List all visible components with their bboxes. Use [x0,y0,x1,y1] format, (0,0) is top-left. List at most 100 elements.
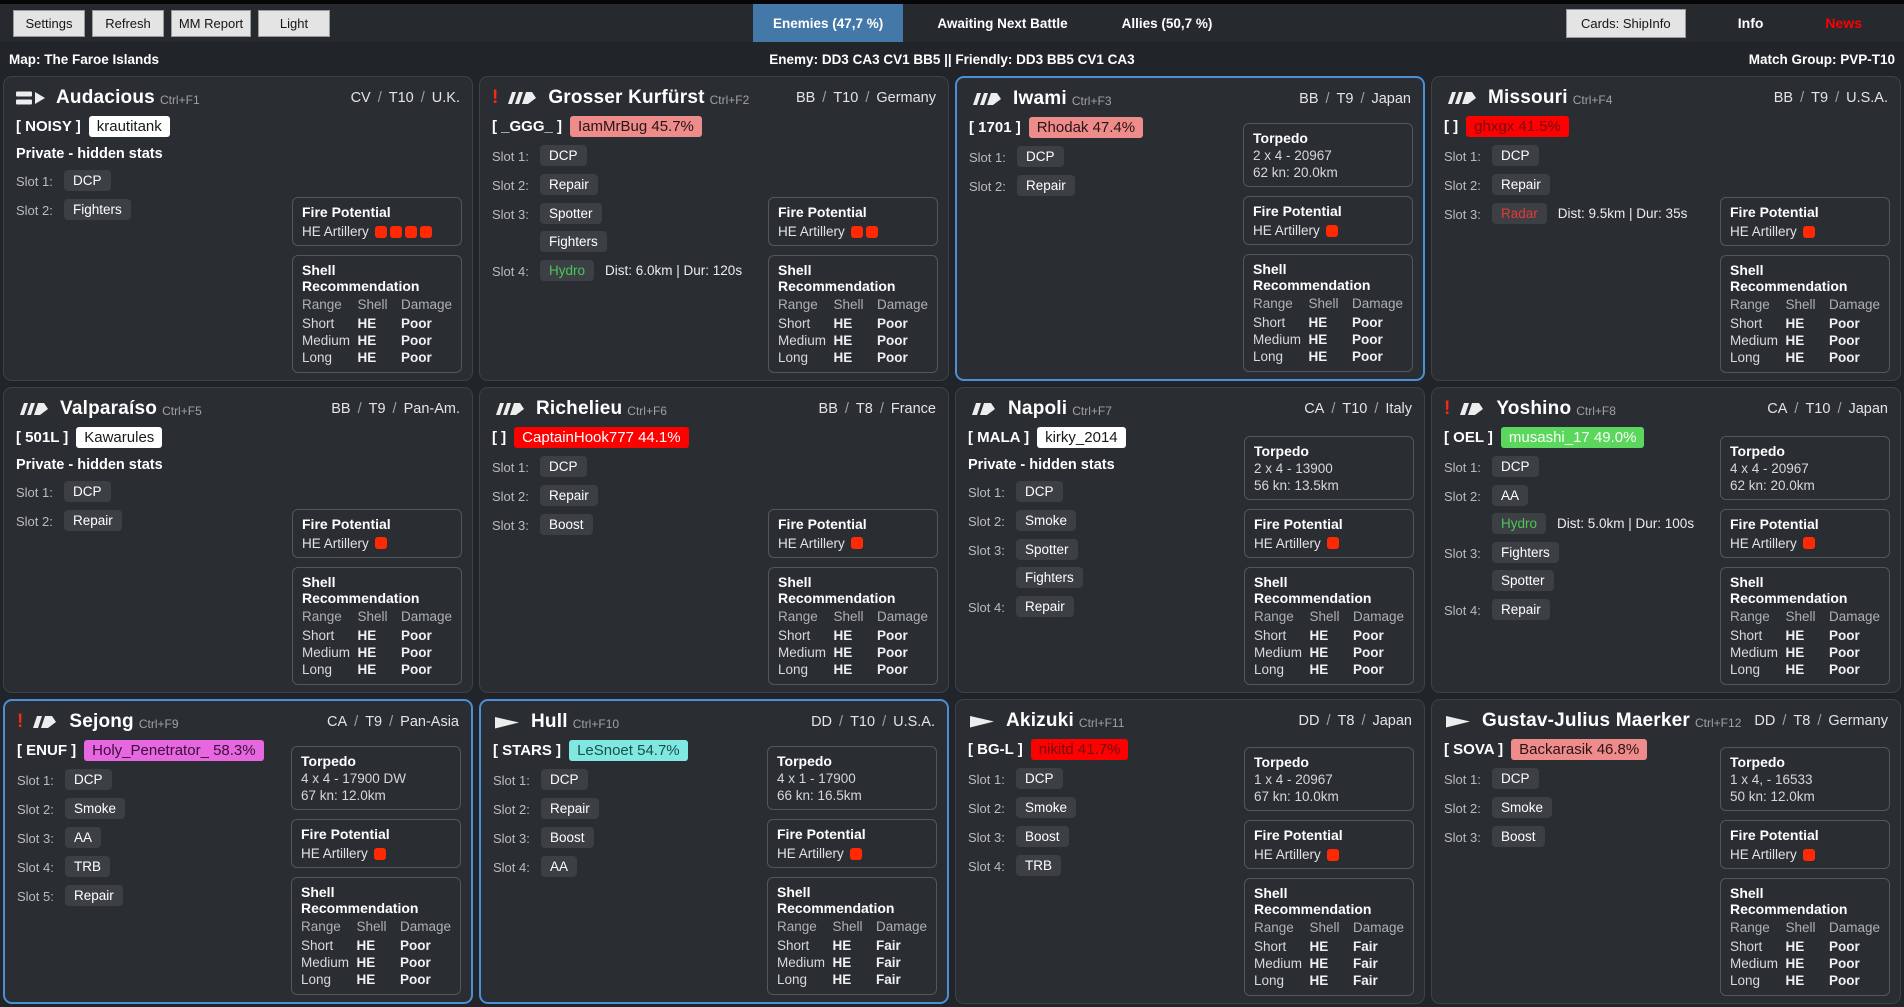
card-header: Richelieu Ctrl+F6 BB / T8 / France [492,398,936,420]
stats-column: Fire Potential HE Artillery Shell Recomm… [292,508,462,685]
player-name[interactable]: nikitd 41.7% [1030,738,1129,760]
slot-label: Slot 1: [1444,149,1481,164]
shell-recommendation-title: Shell Recommendation [301,884,419,916]
player-name[interactable]: LeSnoet 54.7% [569,739,688,761]
clan-tag: [ ENUF ] [17,741,77,759]
ship-card-audacious[interactable]: Audacious Ctrl+F1 CV / T10 / U.K. [ NOIS… [3,76,473,382]
news-link[interactable]: News [1825,15,1862,31]
fire-potential-title: Fire Potential [1730,515,1819,532]
fire-square [374,225,387,238]
separator: / [1326,712,1331,729]
ship-card-hull[interactable]: Hull Ctrl+F10 DD / T10 / U.S.A. [ STARS … [479,698,949,1004]
slot-row: Slot 3: Boost [1444,825,1734,847]
slot-row: Slot 2: Smoke [968,796,1258,818]
fire-potential-title: Fire Potential [778,515,867,532]
shell-table: Range Shell Damage Short HE Poor Medium HE P… [1254,609,1404,678]
shell-row: Short HE Poor [302,627,432,643]
ship-card-sejong[interactable]: ! Sejong Ctrl+F9 CA / T9 / Pan-Asia [ EN… [3,698,473,1004]
shell-recommendation-panel: Shell Recommendation Range Shell Damage … [1720,878,1890,996]
shell-row: Short HE Poor [1253,315,1383,331]
card-header: ! Grosser Kurfürst Ctrl+F2 BB / T10 / Ge… [492,87,936,109]
card-header: Hull Ctrl+F10 DD / T10 / U.S.A. [493,711,935,733]
player-row: [ ENUF ] Holy_Penetrator_ 58.3% [17,739,459,761]
stats-column: Fire Potential HE Artillery Shell Recomm… [292,197,462,374]
separator: / [839,713,844,730]
player-name[interactable]: musashi_17 49.0% [1500,427,1645,449]
fire-potential-panel: Fire Potential HE Artillery [768,508,938,558]
slot-label: Slot 4: [968,600,1005,616]
slot-label: Slot 2: [1444,178,1481,193]
tab-allies[interactable]: Allies (50,7 %) [1121,15,1213,31]
player-name[interactable]: kirky_2014 [1037,427,1126,449]
shell-header-shell: Shell [357,297,388,313]
consumable-chip: Repair [65,884,123,906]
shell-row: Medium HE Poor [302,333,432,349]
slot-row: Slot 2: AA Hydro Dist: 5.0km | Dur: 100s [1444,485,1734,535]
player-name[interactable]: Holy_Penetrator_ 58.3% [84,739,264,761]
mm-report-button[interactable]: MM Report [171,9,251,37]
slot-label: Slot 3: [492,207,529,222]
player-row: [ 1701 ] Rhodak 47.4% [969,117,1411,138]
shell-row: Medium HE Poor [1254,644,1384,660]
ship-nation: Germany [1828,712,1888,729]
he-artillery-label: HE Artillery [1254,535,1321,551]
player-name[interactable]: CaptainHook777 44.1% [514,427,689,449]
ship-class: CA [1767,401,1788,418]
ship-card-richelieu[interactable]: Richelieu Ctrl+F6 BB / T8 / France [ ] C… [479,387,949,693]
tab-enemies[interactable]: Enemies (47,7 %) [753,4,904,42]
stats-column: Fire Potential HE Artillery Shell Recomm… [768,508,938,685]
ship-class: CA [1304,401,1325,418]
shell-row: Medium HE Poor [1253,332,1383,348]
player-name[interactable]: Kawarules [76,427,163,449]
slot-label: Slot 3: [17,830,54,846]
he-artillery-label: HE Artillery [1253,223,1320,239]
stats-column: Torpedo 4 x 4 - 20967 62 kn: 20.0km Fire… [1720,435,1890,685]
ship-card-akizuki[interactable]: Akizuki Ctrl+F11 DD / T8 / Japan [ BG-L … [955,698,1425,1004]
separator: / [1331,401,1336,418]
cards-mode-button[interactable]: Cards: ShipInfo [1565,8,1686,38]
ship-card-gustav-julius-maerker[interactable]: Gustav-Julius Maerker Ctrl+F12 DD / T8 /… [1431,698,1901,1004]
consumable-chip: Hydro [1492,513,1547,535]
player-row: [ ] CaptainHook777 44.1% [492,427,936,449]
consumable-chip: TRB [65,855,110,877]
torpedo-speed-range: 67 kn: 12.0km [301,788,386,803]
card-header: Missouri Ctrl+F4 BB / T9 / U.S.A. [1444,87,1888,109]
torpedo-title: Torpedo [1254,442,1309,459]
ship-card-grosser-kurf-rst[interactable]: ! Grosser Kurfürst Ctrl+F2 BB / T10 / Ge… [479,76,949,382]
shell-recommendation-panel: Shell Recommendation Range Shell Damage … [1243,254,1413,373]
player-name[interactable]: Backarasik 46.8% [1511,738,1648,760]
shell-row: Medium HE Poor [302,644,432,660]
shell-header-range: Range [777,919,817,934]
ship-tier: T8 [1793,712,1811,729]
torpedo-panel: Torpedo 2 x 4 - 13900 56 kn: 13.5km [1244,435,1414,500]
separator: / [1817,712,1822,729]
tab-awaiting-next-battle[interactable]: Awaiting Next Battle [937,15,1068,31]
ship-card-yoshino[interactable]: ! Yoshino Ctrl+F8 CA / T10 / Japan [ OEL… [1431,387,1901,693]
player-name[interactable]: IamMrBug 45.7% [570,116,702,137]
player-name[interactable]: ghxgx 41.5% [1466,116,1569,137]
shell-table: Range Shell Damage Short HE Poor Medium HE P… [778,609,928,678]
ship-card-valpara-so[interactable]: Valparaíso Ctrl+F5 BB / T9 / Pan-Am. [ 5… [3,387,473,693]
he-artillery-label: HE Artillery [778,224,845,240]
player-name[interactable]: krautitank [88,116,170,137]
slot-row: Slot 2: Repair [493,797,783,819]
ship-card-missouri[interactable]: Missouri Ctrl+F4 BB / T9 / U.S.A. [ ] gh… [1431,76,1901,382]
info-link[interactable]: Info [1737,15,1764,31]
ship-card-napoli[interactable]: Napoli Ctrl+F7 CA / T10 / Italy [ MALA ]… [955,387,1425,693]
ship-card-iwami[interactable]: Iwami Ctrl+F3 BB / T9 / Japan [ 1701 ] R… [955,76,1425,382]
settings-button[interactable]: Settings [13,9,85,37]
stats-column: Torpedo 4 x 4 - 17900 DW 67 kn: 12.0km F… [291,746,461,995]
fire-potential-title: Fire Potential [302,204,391,221]
player-name[interactable]: Rhodak 47.4% [1028,117,1144,138]
shell-row: Medium HE Poor [1730,333,1860,349]
separator: / [865,90,870,106]
ship-name: Hull [531,710,568,732]
light-theme-button[interactable]: Light [258,9,330,37]
fire-square [419,225,432,238]
clan-tag: [ ] [492,429,507,447]
shell-header-damage: Damage [1828,297,1880,313]
shell-recommendation-title: Shell Recommendation [1253,261,1371,294]
shell-recommendation-title: Shell Recommendation [302,573,420,606]
separator: / [1782,712,1787,729]
refresh-button[interactable]: Refresh [92,9,164,37]
